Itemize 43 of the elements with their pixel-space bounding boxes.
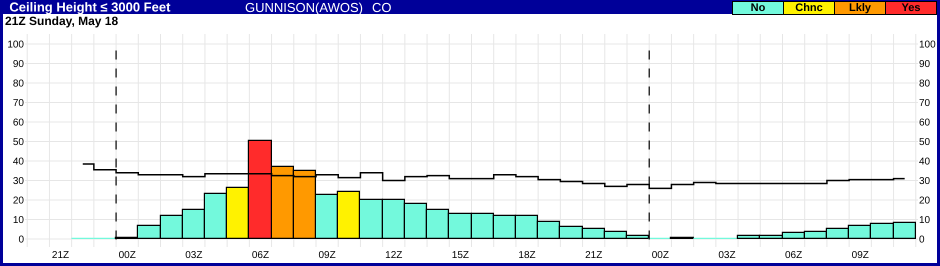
x-tick-label: 09Z <box>318 250 336 261</box>
legend-label: Yes <box>885 2 936 14</box>
y-tick-label: 80 <box>12 78 24 90</box>
y2-tick-label: 40 <box>919 156 931 168</box>
y-tick-label: 30 <box>12 176 24 188</box>
y-tick-label: 70 <box>12 98 24 109</box>
x-tick-label: 06Z <box>252 250 270 261</box>
y-tick-label: 0 <box>18 234 24 246</box>
chart-subtitle: GUNNISON(AWOS) <box>245 0 363 15</box>
chart-title: Ceiling Height ≤ 3000 Feet <box>9 0 172 15</box>
y2-tick-label: 80 <box>919 78 931 90</box>
x-tick-label: 00Z <box>652 250 669 261</box>
x-tick-label: 03Z <box>185 250 202 261</box>
y2-tick-label: 60 <box>919 117 931 128</box>
x-tick-label: 06Z <box>784 250 802 261</box>
y2-tick-label: 50 <box>919 136 931 148</box>
text: CO <box>372 0 392 15</box>
y2-tick-label: 70 <box>919 98 931 109</box>
y2-tick-label: 90 <box>919 58 931 70</box>
y-tick-label: 10 <box>12 215 24 226</box>
x-tick-label: 00Z <box>118 250 136 261</box>
text: 21Z Sunday, May 18 <box>5 14 118 28</box>
y-tick-label: 60 <box>12 117 24 128</box>
x-tick-label: 21Z <box>52 250 70 261</box>
y-tick-label: 50 <box>12 136 24 148</box>
y2-tick-label: 0 <box>919 234 925 246</box>
x-tick-label: 15Z <box>452 250 470 261</box>
y-tick-label: 100 <box>7 39 24 50</box>
x-tick-label: 21Z <box>585 250 602 261</box>
x-tick-label: 03Z <box>718 250 736 261</box>
x-tick-label: 18Z <box>518 250 536 261</box>
y-tick-label: 40 <box>12 156 24 168</box>
y2-tick-label: 10 <box>919 215 931 226</box>
legend-label: Lkly <box>834 2 885 14</box>
y2-tick-label: 100 <box>919 39 936 50</box>
y2-tick-label: 30 <box>919 176 931 188</box>
x-tick-label: 09Z <box>852 250 869 261</box>
text: No <box>733 2 783 14</box>
y-tick-label: 20 <box>12 196 24 207</box>
y2-tick-label: 20 <box>919 196 931 207</box>
legend-label: Chnc <box>783 2 834 14</box>
x-tick-label: 12Z <box>385 250 402 261</box>
y-tick-label: 90 <box>12 58 24 70</box>
